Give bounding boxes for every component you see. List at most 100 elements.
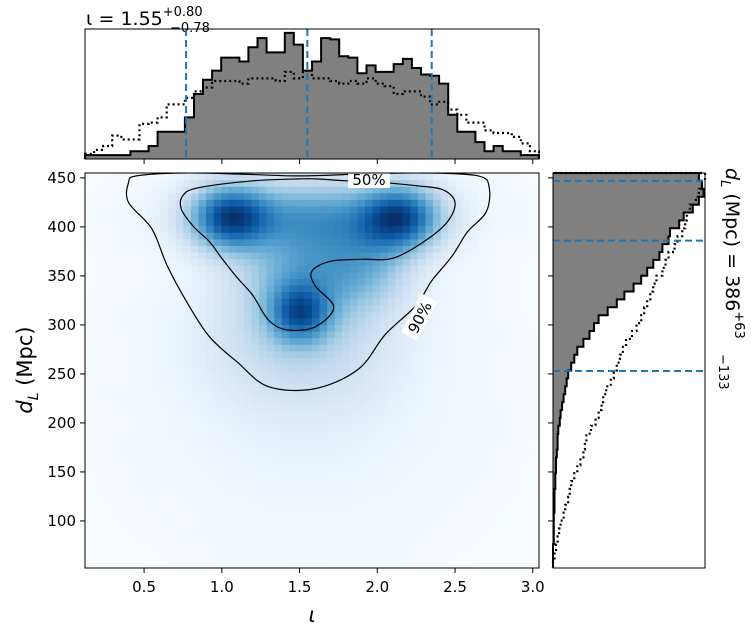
heatmap-cell	[160, 535, 169, 543]
heatmap-cell	[364, 521, 374, 530]
heatmap-cell	[387, 403, 396, 411]
heatmap-cell	[190, 515, 200, 523]
heatmap-cell	[493, 344, 502, 352]
heatmap-cell	[266, 482, 275, 490]
heatmap-cell	[183, 489, 192, 497]
heatmap-cell	[440, 561, 449, 568]
heatmap-cell	[160, 232, 169, 240]
heatmap-cell	[372, 535, 381, 543]
heatmap-cell	[402, 265, 411, 273]
heatmap-cell	[228, 396, 237, 405]
heatmap-cell	[364, 225, 374, 233]
heatmap-cell	[206, 429, 215, 437]
heatmap-cell	[372, 377, 381, 385]
heatmap-cell	[243, 245, 253, 253]
heatmap-cell	[304, 442, 313, 451]
heatmap-cell	[137, 179, 147, 187]
heatmap-cell	[168, 469, 177, 477]
heatmap-cell	[410, 449, 419, 457]
heatmap-cell	[402, 449, 411, 457]
heatmap-cell	[319, 390, 328, 398]
heatmap-cell	[380, 232, 389, 240]
heatmap-cell	[380, 363, 389, 372]
heatmap-cell	[251, 548, 260, 556]
heatmap-cell	[274, 219, 283, 227]
heatmap-cell	[334, 396, 343, 405]
heatmap-cell	[395, 383, 404, 391]
heatmap-cell	[312, 225, 321, 233]
heatmap-cell	[122, 370, 131, 378]
heatmap-cell	[478, 482, 487, 490]
heatmap-cell	[319, 482, 328, 490]
heatmap-cell	[228, 357, 237, 365]
heatmap-cell	[251, 423, 260, 431]
heatmap-cell	[455, 429, 464, 437]
heatmap-cell	[410, 396, 419, 405]
heatmap-cell	[357, 508, 366, 516]
heatmap-cell	[387, 212, 396, 220]
heatmap-cell	[455, 205, 464, 214]
heatmap-cell	[198, 403, 207, 411]
heatmap-cell	[198, 442, 207, 451]
heatmap-cell	[107, 436, 116, 444]
heatmap-cell	[274, 515, 283, 523]
heatmap-cell	[289, 495, 298, 503]
heatmap-cell	[274, 442, 283, 451]
heatmap-cell	[168, 528, 177, 536]
heatmap-cell	[243, 541, 253, 549]
heatmap-cell	[312, 442, 321, 451]
heatmap-cell	[357, 502, 366, 510]
heatmap-cell	[206, 186, 215, 194]
heatmap-cell	[312, 212, 321, 220]
heatmap-cell	[206, 192, 215, 200]
heatmap-cell	[463, 390, 472, 398]
heatmap-cell	[266, 528, 275, 536]
heatmap-cell	[145, 429, 154, 437]
heatmap-cell	[304, 370, 313, 378]
heatmap-cell	[523, 482, 533, 490]
heatmap-cell	[410, 436, 419, 444]
heatmap-cell	[433, 377, 442, 385]
heatmap-cell	[130, 429, 139, 437]
heatmap-cell	[175, 541, 184, 549]
heatmap-cell	[115, 363, 124, 372]
heatmap-cell	[289, 271, 298, 279]
heatmap-cell	[372, 515, 381, 523]
heatmap-cell	[440, 442, 449, 451]
heatmap-cell	[213, 298, 222, 306]
heatmap-cell	[137, 541, 147, 549]
heatmap-cell	[402, 291, 411, 299]
heatmap-cell	[281, 482, 290, 490]
heatmap-cell	[312, 482, 321, 490]
dL-marginal-ticks	[548, 177, 553, 522]
heatmap-cell	[85, 469, 94, 477]
heatmap-cell	[190, 331, 200, 339]
heatmap-cell	[198, 212, 207, 220]
heatmap-cell	[319, 258, 328, 266]
heatmap-cell	[417, 475, 427, 484]
heatmap-cell	[486, 495, 495, 503]
heatmap-cell	[304, 502, 313, 510]
heatmap-cell	[228, 245, 237, 253]
heatmap-cell	[395, 390, 404, 398]
heatmap-cell	[190, 462, 200, 470]
heatmap-cell	[334, 528, 343, 536]
heatmap-cell	[107, 192, 116, 200]
heatmap-cell	[304, 475, 313, 484]
heatmap-cell	[289, 245, 298, 253]
heatmap-cell	[349, 324, 358, 332]
heatmap-cell	[266, 291, 275, 299]
heatmap-cell	[523, 561, 533, 568]
heatmap-cell	[153, 186, 162, 194]
heatmap-cell	[221, 337, 230, 345]
heatmap-cell	[153, 495, 162, 503]
heatmap-cell	[153, 271, 162, 279]
heatmap-cell	[395, 219, 404, 227]
heatmap-cell	[387, 252, 396, 260]
heatmap-cell	[470, 535, 480, 543]
heatmap-cell	[357, 271, 366, 279]
heatmap-cell	[168, 515, 177, 523]
dL-marginal-panel: dL (Mpc) = 386+63−133	[548, 168, 746, 569]
heatmap-cell	[327, 192, 336, 200]
heatmap-cell	[221, 475, 230, 484]
